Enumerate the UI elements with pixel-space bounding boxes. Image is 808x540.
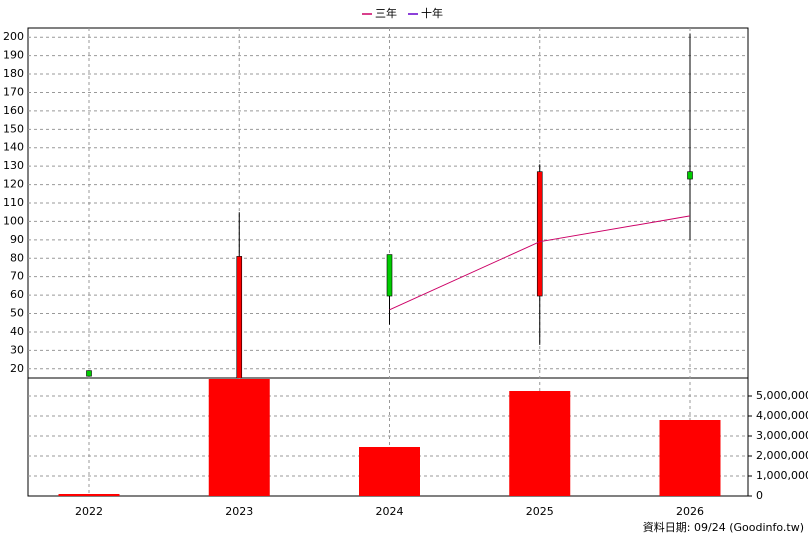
candle-body [236,256,243,378]
y-tick-label: 180 [3,67,24,80]
legend-label: 十年 [421,6,443,20]
y-tick-label: 120 [3,178,24,191]
candle-body [536,171,543,297]
y-tick-label: 170 [3,85,24,98]
volume-bar [58,494,120,496]
y-tick-label: 30 [10,343,24,356]
footer: 資料日期: 09/24 (Goodinfo.tw) [643,520,804,534]
x-tick-label: 2023 [225,505,253,518]
candle-body [687,171,693,180]
y-tick-label: 110 [3,196,24,209]
x-tick-label: 2024 [376,505,404,518]
y2-tick-label: 2,000,000 [756,449,808,462]
volume-bar [359,447,420,496]
y-tick-label: 140 [3,141,24,154]
y-tick-label: 40 [10,325,24,338]
y2-tick-label: 4,000,000 [756,409,808,422]
y2-tick-label: 0 [756,489,763,502]
candles [86,33,693,378]
candle-body [386,254,393,297]
y-tick-label: 160 [3,104,24,117]
y-tick-label: 50 [10,307,24,320]
y2-tick-label: 1,000,000 [756,469,808,482]
y-tick-label: 20 [10,362,24,375]
legend-label: 三年 [375,6,397,20]
y-tick-label: 130 [3,159,24,172]
x-tick-label: 2026 [676,505,704,518]
x-tick-label: 2025 [526,505,554,518]
volume-bar [208,379,270,496]
volume-bar [659,420,721,496]
y-tick-label: 90 [10,233,24,246]
y-tick-label: 80 [10,251,24,264]
y-tick-label: 60 [10,288,24,301]
volume-bar [509,391,571,496]
candle-body [86,370,92,377]
y-tick-label: 150 [3,122,24,135]
y-tick-label: 200 [3,30,24,43]
y-tick-label: 100 [3,214,24,227]
y-tick-label: 190 [3,49,24,62]
line-series [389,215,691,311]
y2-tick-label: 3,000,000 [756,429,808,442]
x-tick-label: 2022 [75,505,103,518]
y-tick-label: 70 [10,270,24,283]
y2-tick-label: 5,000,000 [756,389,808,402]
